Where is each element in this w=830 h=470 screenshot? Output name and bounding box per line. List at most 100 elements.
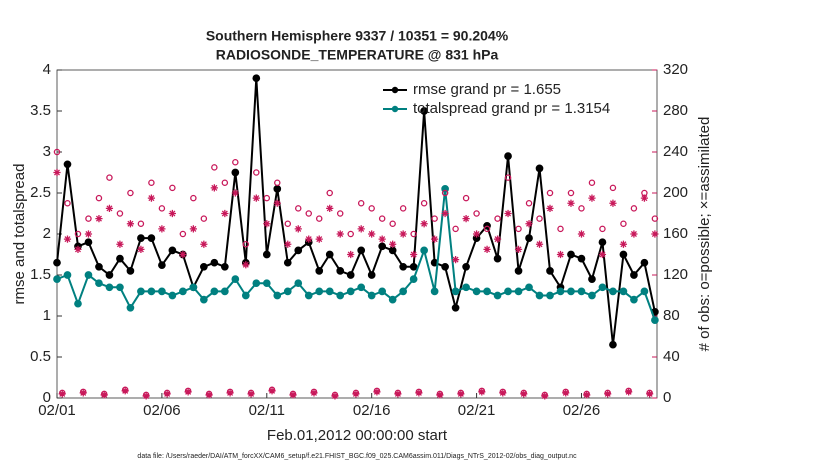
point (126, 303, 135, 312)
open-circle-marker (536, 215, 543, 222)
point (325, 250, 334, 259)
point (357, 283, 366, 292)
point (200, 295, 208, 304)
point (399, 287, 408, 296)
open-circle-marker (630, 205, 638, 212)
point (493, 291, 502, 300)
y-tick-label: 0.5 (30, 348, 51, 365)
point (53, 258, 61, 267)
point (619, 287, 628, 296)
point (535, 164, 544, 173)
asterisk-marker (478, 388, 486, 396)
asterisk-marker (504, 209, 512, 218)
open-circle-marker (473, 210, 480, 217)
point (483, 287, 491, 296)
asterisk-marker (268, 387, 276, 395)
point (105, 271, 114, 279)
open-circle-marker (336, 210, 344, 217)
point (451, 287, 460, 296)
point (577, 287, 586, 296)
point (630, 271, 638, 279)
y2-tick-label: 80 (663, 307, 680, 324)
point (346, 271, 355, 279)
y2-axis-label: # of obs: o=possible; ×=assimilated (696, 117, 713, 352)
asterisk-marker (105, 204, 114, 212)
asterisk-marker (263, 220, 271, 228)
point (168, 246, 177, 255)
asterisk-marker (651, 230, 659, 238)
point (116, 283, 124, 292)
point (294, 246, 303, 255)
open-circle-marker (127, 189, 134, 197)
open-circle-marker (169, 184, 176, 192)
open-circle-marker (557, 225, 564, 233)
point (200, 262, 208, 271)
y-tick-label: 2.5 (30, 184, 51, 201)
x-tick-label: 02/11 (249, 402, 285, 419)
asterisk-marker (556, 250, 565, 259)
point (577, 254, 586, 263)
open-circle-marker (462, 194, 470, 202)
point (409, 275, 418, 283)
open-circle-marker (515, 225, 522, 233)
asterisk-marker (205, 391, 213, 399)
point (231, 275, 240, 283)
point (451, 303, 460, 312)
chart-subtitle: RADIOSONDE_TEMPERATURE @ 831 hPa (216, 47, 499, 63)
legend-marker (391, 105, 399, 113)
open-circle-marker (567, 189, 575, 197)
open-circle-marker (651, 215, 659, 222)
point (609, 340, 617, 349)
point (462, 283, 470, 292)
open-circle-marker (452, 225, 459, 233)
point (179, 287, 187, 296)
asterisk-marker (562, 389, 570, 397)
y-tick-label: 3 (43, 143, 51, 160)
asterisk-marker (142, 392, 150, 400)
asterisk-marker (452, 256, 460, 264)
x-tick-label: 02/06 (143, 402, 181, 419)
asterisk-marker (95, 215, 103, 223)
asterisk-marker (58, 390, 66, 398)
open-circle-marker (305, 210, 312, 217)
open-circle-marker (441, 189, 449, 197)
asterisk-marker (53, 168, 61, 177)
open-circle-marker (420, 199, 428, 207)
open-circle-marker (95, 194, 103, 202)
point (588, 291, 596, 300)
point (220, 262, 229, 271)
open-circle-marker (357, 199, 365, 207)
point (252, 74, 261, 83)
open-circle-marker (399, 205, 407, 212)
point (189, 283, 198, 292)
asterisk-marker (100, 391, 108, 399)
point (535, 291, 544, 300)
asterisk-marker (231, 189, 239, 197)
point (315, 287, 324, 296)
point (210, 258, 219, 267)
point (126, 267, 135, 275)
point (367, 271, 376, 279)
point (357, 246, 366, 255)
open-circle-marker (284, 220, 292, 227)
point (546, 267, 554, 275)
asterisk-marker (84, 230, 93, 238)
asterisk-marker (252, 194, 260, 202)
asterisk-marker (436, 391, 444, 399)
point (388, 246, 397, 255)
y-tick-label: 1 (43, 307, 51, 324)
asterisk-marker (646, 390, 654, 398)
point (84, 271, 93, 279)
point (210, 287, 219, 296)
open-circle-marker (64, 199, 71, 207)
point (420, 246, 428, 255)
asterisk-marker (415, 389, 423, 397)
asterisk-marker (326, 204, 334, 212)
open-circle-marker (368, 205, 375, 212)
asterisk-marker (520, 390, 528, 398)
point (105, 283, 114, 292)
open-circle-marker (620, 220, 627, 227)
point (514, 287, 523, 296)
open-circle-marker (242, 240, 250, 248)
y2-tick-label: 200 (663, 184, 688, 201)
